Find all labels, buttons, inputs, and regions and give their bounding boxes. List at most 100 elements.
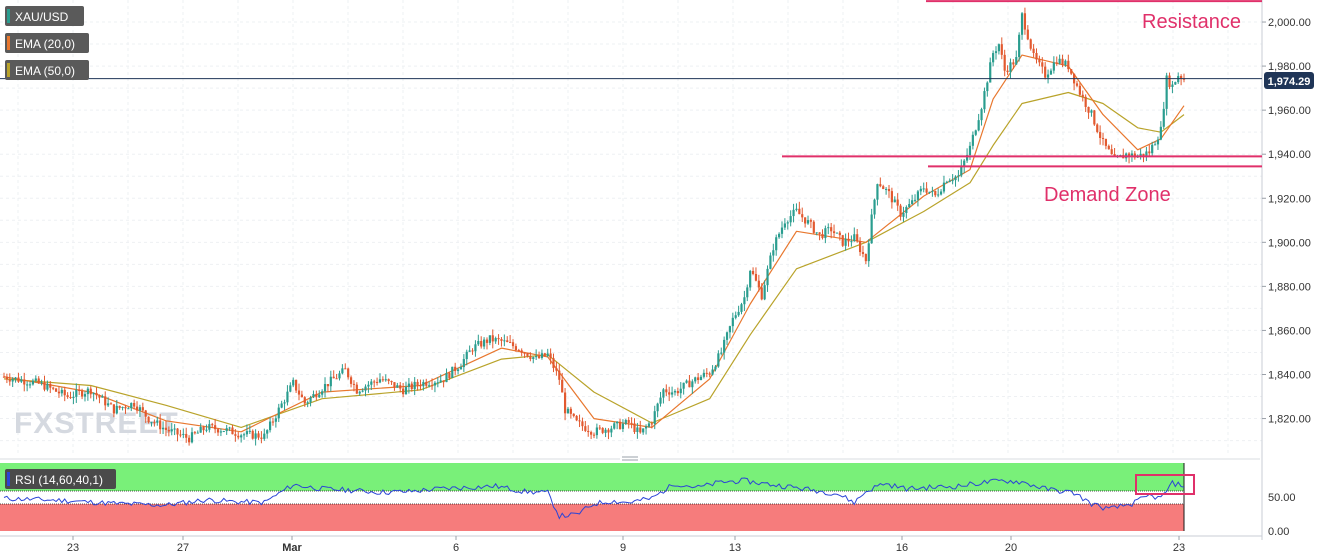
candle [358,390,361,396]
legend-symbol[interactable]: XAU/USD [5,6,84,26]
candle [11,377,14,388]
candle [569,406,572,419]
candle [361,388,364,393]
candle [931,186,934,197]
candle [893,196,896,203]
candle [1061,54,1064,68]
legend-ema50[interactable]: EMA (50,0) [5,60,89,80]
candle [289,382,292,393]
candle [604,427,607,438]
candle [621,419,625,432]
candle [980,107,983,126]
candle [118,405,121,410]
candle [552,353,555,373]
candle [101,394,104,398]
candle [1000,37,1003,60]
candle [708,371,711,378]
candle [725,331,729,345]
candle [214,418,217,434]
candle [159,414,162,434]
candle [714,365,717,372]
candle [847,232,850,247]
candle [248,425,251,435]
candle [393,382,396,391]
candle [150,421,153,427]
rsi-pane: RSI (14,60,40,1) [0,463,1195,531]
candle [364,384,367,397]
y-tick-label: 1,900.00 [1268,237,1311,249]
x-tick-label: 27 [177,542,189,554]
x-tick-label: Mar [282,542,302,554]
candle [63,386,66,402]
candle [948,178,951,183]
candle [34,375,37,383]
candle [1145,147,1148,162]
candle [662,388,665,404]
candle [251,429,254,440]
legend-rsi-label: RSI (14,60,40,1) [15,473,103,487]
candle [543,352,546,357]
candle [300,390,303,398]
y-tick-label: 1,820.00 [1268,414,1311,426]
candlestick-series [2,7,1186,446]
candle [121,406,124,411]
candle [885,187,888,195]
candle [575,415,578,422]
candle [378,373,382,384]
candle [459,363,463,370]
candle [49,381,52,394]
candle [734,311,737,320]
candle [271,417,275,426]
candle [428,381,431,388]
rsi-axis: 0.00 50.00 [1268,492,1296,538]
candle [222,430,225,433]
candle [827,223,830,235]
symbol-color-swatch [7,9,10,23]
candle [442,380,445,388]
candle [977,113,980,132]
candle [1148,144,1151,156]
candle [902,206,905,222]
candle [815,232,818,236]
candle [801,207,804,222]
candle [43,375,46,392]
candle [737,305,740,317]
candle [1067,54,1070,73]
candle [618,418,622,430]
candle [1087,106,1090,119]
candle [387,378,390,385]
candle [812,220,815,234]
candle [280,400,283,409]
legend-rsi[interactable]: RSI (14,60,40,1) [5,469,116,489]
candle [896,193,899,211]
candle [592,432,596,439]
candle [60,387,63,397]
candle [1110,144,1113,155]
candle [485,337,489,350]
candle [647,421,651,428]
candle [419,379,422,391]
candle [474,340,477,357]
candle [633,418,636,434]
candle [994,46,998,60]
candle [937,188,940,198]
candle [161,421,165,435]
candle [844,233,847,251]
candle [740,302,743,315]
candle [656,402,659,418]
ema-20-line [3,54,1185,433]
candle [1139,148,1142,160]
candle [433,381,437,393]
candle [190,427,194,444]
candle [526,352,529,358]
candle [349,375,353,388]
candle [109,402,113,405]
candle [40,379,43,386]
candle [332,370,335,379]
candle [887,185,891,198]
candle [263,428,266,441]
legend-ema20[interactable]: EMA (20,0) [5,33,89,53]
candle [112,404,116,418]
pane-divider[interactable] [0,456,1260,462]
candle [717,350,720,368]
